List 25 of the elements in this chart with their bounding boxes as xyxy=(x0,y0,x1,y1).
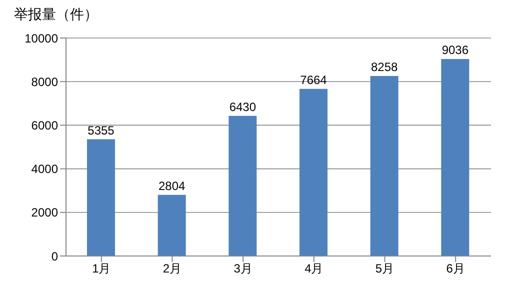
bar xyxy=(87,139,115,256)
bar xyxy=(441,59,470,256)
y-tick-label: 4000 xyxy=(31,162,58,176)
y-axis-title: 举报量（件） xyxy=(14,6,98,24)
x-tick-label: 4月 xyxy=(304,262,324,276)
bar xyxy=(158,194,186,256)
data-label: 6430 xyxy=(229,100,256,114)
x-tick-label: 5月 xyxy=(375,262,394,276)
bar xyxy=(228,116,257,256)
bar xyxy=(370,76,398,256)
y-tick-label: 0 xyxy=(51,249,58,264)
data-label: 8258 xyxy=(370,60,398,74)
y-tick-label: 6000 xyxy=(31,118,58,132)
data-label: 5355 xyxy=(88,123,115,138)
y-tick-label: 8000 xyxy=(31,74,58,89)
bar xyxy=(300,88,328,256)
data-label: 2804 xyxy=(158,178,186,193)
y-tick-label: 10000 xyxy=(24,31,58,46)
data-label: 7664 xyxy=(300,72,328,87)
x-tick-label: 3月 xyxy=(234,262,252,276)
x-tick-label: 6月 xyxy=(446,262,465,276)
data-label: 9036 xyxy=(442,43,469,58)
y-tick-label: 2000 xyxy=(31,206,58,220)
x-tick-label: 2月 xyxy=(162,262,182,276)
x-tick-label: 1月 xyxy=(92,262,111,276)
